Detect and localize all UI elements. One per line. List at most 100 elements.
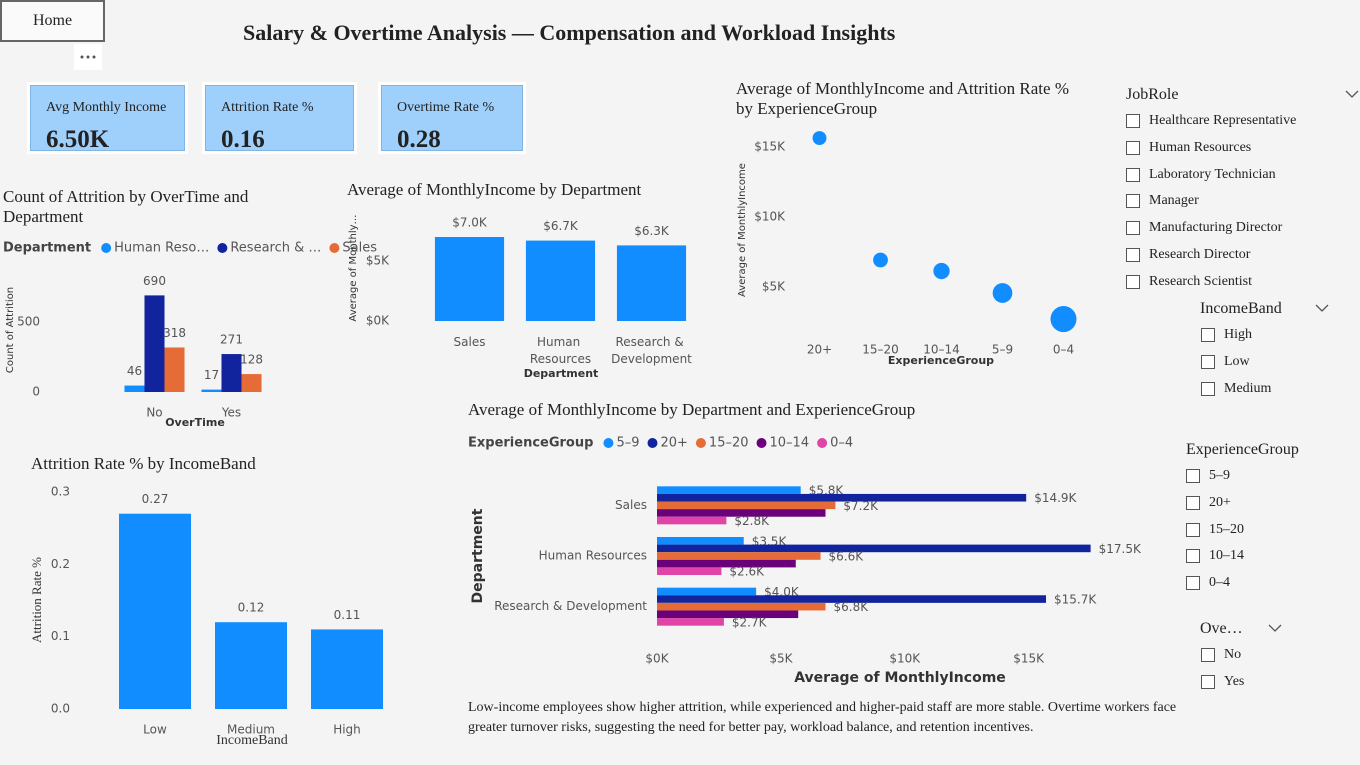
more-options[interactable] <box>74 44 102 70</box>
bar <box>657 544 1091 553</box>
legend-marker <box>101 243 112 253</box>
x-axis-label: Average of MonthlyIncome <box>794 670 1006 686</box>
data-label: $6.7K <box>543 219 579 233</box>
slicer-item[interactable]: No <box>1201 646 1241 664</box>
data-label: $7.0K <box>452 216 488 230</box>
slicer-item[interactable]: Research Director <box>1126 246 1250 264</box>
checkbox[interactable] <box>1126 114 1140 128</box>
slicer-item[interactable]: Human Resources <box>1126 139 1251 157</box>
y-tick-label: $0K <box>366 314 390 328</box>
slicer-item[interactable]: Medium <box>1201 380 1271 398</box>
legend-label: Sales <box>342 241 377 256</box>
slicer-item-label: Human Resources <box>1149 139 1252 155</box>
bar <box>119 513 191 709</box>
data-label: 0.11 <box>334 608 361 622</box>
bar <box>657 493 1027 502</box>
x-tick-label: $10K <box>889 652 921 666</box>
checkbox[interactable] <box>1126 274 1140 289</box>
bar <box>525 240 596 321</box>
slicer-item[interactable]: High <box>1201 326 1252 344</box>
bar <box>657 567 722 575</box>
bar <box>657 509 826 517</box>
data-label: 46 <box>127 364 142 378</box>
home-button[interactable]: Home <box>0 0 105 42</box>
chart-bar: Attrition Rate % by IncomeBand Attrition … <box>29 454 383 748</box>
slicer-item[interactable]: Research Scientist <box>1126 273 1252 291</box>
bubble <box>873 252 888 268</box>
x-tick-label: 5–9 <box>992 343 1013 357</box>
checkbox[interactable] <box>1186 576 1200 591</box>
checkbox[interactable] <box>1201 328 1215 342</box>
x-axis-label: OverTime <box>165 416 225 429</box>
slicer-chevron[interactable] <box>1345 89 1359 99</box>
kpi-value: 6.50K <box>46 126 110 153</box>
x-axis-label: IncomeBand <box>216 733 288 748</box>
slicer-item-label: Healthcare Representative <box>1149 113 1297 128</box>
checkbox[interactable] <box>1126 248 1140 262</box>
slicer-chevron[interactable] <box>1268 623 1282 633</box>
legend-marker <box>695 438 706 448</box>
checkbox[interactable] <box>1201 381 1215 396</box>
slicer-item-label: 0–4 <box>1209 575 1230 591</box>
checkbox[interactable] <box>1186 495 1200 510</box>
checkbox[interactable] <box>1201 648 1215 662</box>
x-tick-label: High <box>333 723 361 737</box>
x-tick-label: 15–20 <box>862 343 899 357</box>
checkbox[interactable] <box>1186 522 1200 537</box>
bar <box>657 595 1047 603</box>
slicer-item[interactable]: Healthcare Representative <box>1126 112 1296 130</box>
legend-title: ExperienceGroup <box>468 436 593 451</box>
slicer-item[interactable]: 15–20 <box>1186 521 1244 539</box>
insight-note: Low-income employees show higher attriti… <box>468 700 1177 735</box>
kpi-label: Attrition Rate % <box>221 100 314 115</box>
checkbox[interactable] <box>1201 354 1215 369</box>
checkbox[interactable] <box>1186 549 1200 564</box>
data-label: 318 <box>163 326 186 340</box>
data-label: 271 <box>220 333 243 347</box>
kpi-card: Avg Monthly Income 6.50K <box>27 82 188 154</box>
legend-marker <box>329 243 340 253</box>
data-label: 128 <box>240 353 263 367</box>
chart-title: Average of MonthlyIncome by Department a… <box>468 400 915 419</box>
y-tick-label: $10K <box>754 210 786 224</box>
slicer-item[interactable]: 10–14 <box>1186 547 1244 565</box>
slicer-item-label: Medium <box>1224 380 1272 396</box>
checkbox[interactable] <box>1126 167 1140 182</box>
legend-label: 0–4 <box>830 436 853 451</box>
slicer-item-label: Laboratory Technician <box>1149 166 1276 182</box>
slicer-item[interactable]: Yes <box>1201 673 1244 691</box>
bar <box>616 245 687 321</box>
slicer-item[interactable]: Laboratory Technician <box>1126 166 1276 184</box>
slicer-title: IncomeBand <box>1200 300 1282 317</box>
data-label: $7.2K <box>843 499 879 513</box>
slicer-item[interactable]: 20+ <box>1186 494 1231 512</box>
legend-marker <box>603 438 614 448</box>
bubble <box>812 131 827 145</box>
x-tick-label: 20+ <box>807 343 832 357</box>
slicer-item[interactable]: 0–4 <box>1186 574 1230 592</box>
bar <box>657 602 826 611</box>
slicer-chevron[interactable] <box>1315 303 1329 313</box>
checkbox[interactable] <box>1126 221 1140 236</box>
x-tick-label: $0K <box>645 652 669 666</box>
checkbox[interactable] <box>1201 674 1215 689</box>
kpi-label: Avg Monthly Income <box>46 100 167 115</box>
slicer-item[interactable]: Manager <box>1126 192 1199 210</box>
bar <box>221 354 242 392</box>
chart-bar: Average of MonthlyIncome by Department Av… <box>347 180 692 380</box>
x-tick-label: 0–4 <box>1053 343 1074 357</box>
slicer-item[interactable]: 5–9 <box>1186 467 1230 485</box>
checkbox[interactable] <box>1186 469 1200 483</box>
bubble <box>933 262 950 280</box>
y-tick-label: Sales <box>615 498 647 512</box>
slicer-item[interactable]: Manufacturing Director <box>1126 219 1282 237</box>
slicer-item-label: Research Director <box>1149 247 1251 262</box>
bubble <box>992 283 1013 303</box>
bar <box>311 629 383 709</box>
slicer-item[interactable]: Low <box>1201 353 1250 371</box>
data-label: $15.7K <box>1054 593 1097 607</box>
x-tick-label: 10–14 <box>923 343 960 357</box>
checkbox[interactable] <box>1126 194 1140 209</box>
checkbox[interactable] <box>1126 140 1140 155</box>
